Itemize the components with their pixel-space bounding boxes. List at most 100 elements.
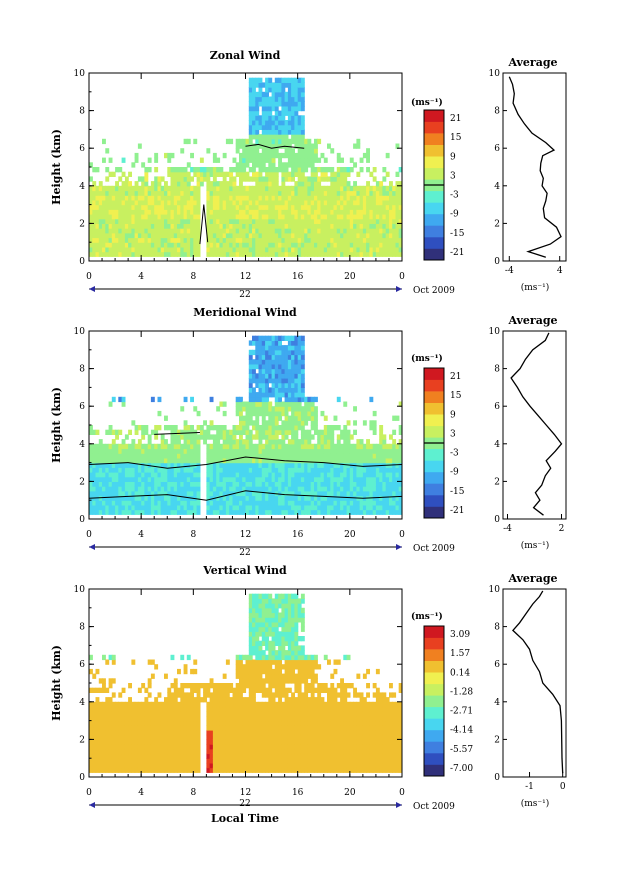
heatmap-cell [297, 204, 302, 210]
heatmap-cell [252, 443, 256, 450]
heatmap-cell [248, 500, 253, 506]
heatmap-cell [183, 171, 188, 177]
heatmap-cell [89, 500, 93, 506]
heatmap-cell [281, 368, 286, 374]
heatmap-cell [379, 486, 384, 492]
heatmap-cell [245, 443, 250, 450]
heatmap-cell [258, 91, 263, 98]
heatmap-cell [291, 439, 295, 445]
heatmap-cell [150, 762, 155, 769]
heatmap-cell [111, 439, 116, 445]
heatmap-cell [320, 467, 325, 473]
heatmap-cell [274, 368, 279, 374]
heatmap-cell [105, 490, 110, 497]
heatmap-cell [173, 739, 178, 745]
heatmap-cell [190, 214, 194, 220]
heatmap-cell [131, 730, 136, 736]
heatmap-cell [366, 157, 370, 163]
heatmap-cell [98, 748, 103, 755]
heatmap-cell [225, 237, 230, 243]
heatmap-cell [297, 443, 302, 450]
heatmap-cell [261, 134, 266, 140]
heatmap-cell [212, 190, 217, 196]
heatmap-cell [248, 340, 253, 346]
heatmap-cell [310, 223, 315, 229]
heatmap-cell [258, 429, 263, 435]
heatmap-cell [268, 439, 273, 445]
heatmap-cell [362, 476, 367, 482]
heatmap-cell [186, 734, 191, 740]
colorbar-swatch [424, 156, 444, 169]
heatmap-cell [141, 486, 146, 492]
heatmap-cell [268, 181, 273, 187]
heatmap-cell [206, 715, 211, 722]
heatmap-cell [235, 246, 240, 253]
heatmap-cell [160, 199, 165, 206]
heatmap-cell [239, 209, 243, 215]
heatmap-cell [268, 87, 273, 93]
heatmap-cell [320, 434, 325, 440]
heatmap-cell [108, 481, 113, 487]
heatmap-cell [255, 199, 260, 206]
heatmap-cell [375, 237, 380, 243]
heatmap-cell [320, 251, 325, 257]
heatmap-cells [89, 335, 402, 515]
heatmap-cell [258, 335, 263, 341]
heatmap-cell [255, 406, 260, 412]
heatmap-cell [111, 448, 116, 454]
heatmap-cell [327, 228, 331, 234]
heatmap-cell [186, 246, 191, 253]
heatmap-cell [274, 443, 279, 450]
heatmap-cell [118, 730, 123, 736]
heatmap-cell [121, 744, 126, 750]
heatmap-cell [287, 486, 292, 492]
heatmap-cell [183, 176, 188, 182]
heatmap-cell [278, 199, 282, 206]
heatmap-cell [242, 176, 247, 182]
heatmap-cell [297, 223, 302, 229]
heatmap-cell [317, 167, 322, 173]
heatmap-cell [242, 223, 247, 229]
heatmap-cell [212, 152, 217, 159]
heatmap-cell [128, 500, 132, 506]
heatmap-cell [330, 481, 335, 487]
heatmap-cell [150, 504, 155, 511]
heatmap-cell [108, 767, 113, 773]
heatmap-cell [258, 228, 263, 234]
heatmap-cell [258, 368, 263, 374]
heatmap-cell [330, 462, 335, 468]
heatmap-cell [183, 767, 188, 773]
heatmap-cell [255, 401, 260, 407]
heatmap-cell [359, 190, 364, 196]
heatmap-cell [124, 181, 129, 187]
heatmap-cell [225, 448, 230, 454]
heatmap-cell [359, 228, 364, 234]
heatmap-cell [274, 378, 279, 384]
heatmap-cell [216, 232, 221, 239]
heatmap-cell [261, 115, 266, 121]
heatmap-cell [281, 373, 286, 379]
heatmap-cell [304, 420, 309, 426]
heatmap-cell [108, 495, 113, 501]
heatmap-cell [105, 495, 110, 501]
heatmap-cell [278, 410, 282, 417]
heatmap-cell [203, 434, 207, 440]
heatmap-cell [203, 697, 207, 703]
heatmap-cell [242, 185, 247, 192]
heatmap-cell [284, 382, 289, 388]
heatmap-cell [327, 481, 331, 487]
heatmap-cell [372, 453, 377, 459]
heatmap-cell [323, 504, 328, 511]
heatmap-cell [98, 232, 103, 239]
heatmap-cell [284, 105, 289, 112]
heatmap-cell [255, 462, 260, 468]
heatmap-cell [248, 214, 253, 220]
heatmap-cell [98, 500, 103, 506]
heatmap-cell [278, 129, 282, 135]
heatmap-cell [362, 467, 367, 473]
heatmap-cell [255, 378, 260, 384]
heatmap-cell [199, 434, 204, 440]
heatmap-cell [255, 204, 260, 210]
heatmap-cell [131, 758, 136, 764]
